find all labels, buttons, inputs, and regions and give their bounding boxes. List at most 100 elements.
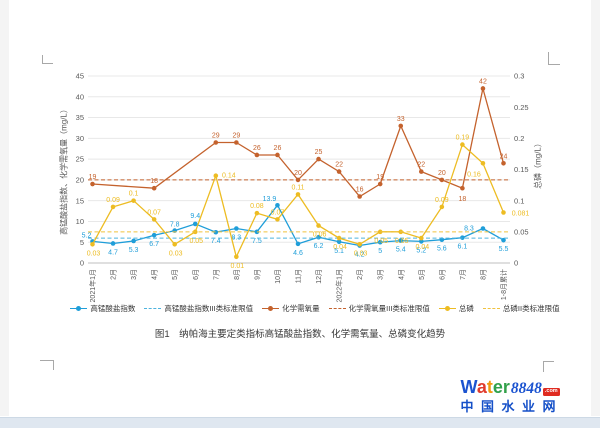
logo-letter: r (502, 377, 510, 397)
legend-label: 总磷 (458, 304, 474, 313)
svg-text:0.05: 0.05 (374, 238, 388, 245)
svg-text:0.03: 0.03 (354, 250, 368, 257)
svg-text:0.09: 0.09 (106, 197, 120, 204)
svg-text:7.4: 7.4 (211, 238, 221, 245)
svg-text:9月: 9月 (253, 269, 261, 280)
svg-text:33: 33 (397, 116, 405, 123)
svg-text:0.01: 0.01 (231, 263, 245, 270)
svg-text:0.04: 0.04 (415, 244, 429, 251)
svg-text:4.6: 4.6 (293, 250, 303, 257)
svg-text:7.8: 7.8 (170, 222, 180, 229)
legend-label: 总磷II类标准限值 (502, 304, 560, 313)
legend-label: 化学需氧量III类标准限值 (348, 304, 430, 313)
svg-text:4月: 4月 (397, 269, 405, 280)
figure-caption: 图1 纳帕海主要定类指标高锰酸盐指数、化学需氧量、总磷变化趋势 (154, 329, 446, 340)
svg-text:0.19: 0.19 (456, 135, 470, 142)
series-line (90, 142, 506, 260)
svg-text:0: 0 (514, 259, 518, 268)
crop-mark-bottom-left (40, 360, 54, 370)
svg-text:8.3: 8.3 (231, 235, 241, 242)
svg-text:24: 24 (500, 153, 508, 160)
svg-text:3月: 3月 (377, 269, 385, 280)
svg-text:40: 40 (76, 92, 84, 101)
legend-item: 高锰酸盐指数 (70, 303, 135, 314)
svg-text:0.09: 0.09 (435, 197, 449, 204)
crop-mark-top-right (548, 52, 560, 65)
svg-text:10月: 10月 (274, 269, 282, 284)
legend-label: 高锰酸盐指数 (90, 304, 136, 313)
logo-8848-text: 8848 (510, 380, 542, 397)
page-bottom-bar (0, 417, 600, 428)
legend-swatch-icon (438, 305, 456, 311)
svg-text:4.2: 4.2 (355, 252, 365, 259)
svg-text:8月: 8月 (233, 269, 241, 280)
svg-text:5.2: 5.2 (82, 232, 92, 239)
svg-text:20: 20 (294, 170, 302, 177)
svg-text:6.1: 6.1 (458, 244, 468, 251)
svg-text:7月: 7月 (212, 269, 220, 280)
svg-text:19: 19 (376, 174, 384, 181)
svg-text:0.1: 0.1 (514, 196, 524, 205)
logo-letter: e (492, 377, 503, 397)
svg-text:0.081: 0.081 (512, 211, 530, 218)
svg-text:13.9: 13.9 (263, 196, 277, 203)
legend-swatch-icon (482, 308, 500, 309)
y-axis-left-title: 高锰酸盐指数、化学需氧量（mg/L） (59, 105, 69, 235)
logo-letter: W (460, 377, 477, 397)
svg-text:29: 29 (232, 132, 240, 139)
svg-text:6.2: 6.2 (314, 243, 324, 250)
svg-text:5.2: 5.2 (416, 247, 426, 254)
crop-mark-bottom-right (543, 361, 554, 372)
svg-text:0.07: 0.07 (147, 209, 161, 216)
svg-text:30: 30 (76, 134, 84, 143)
svg-text:5.4: 5.4 (396, 247, 406, 254)
svg-text:0.03: 0.03 (87, 250, 101, 257)
svg-text:16: 16 (356, 187, 364, 194)
logo-subtitle: 中国水业网 (460, 398, 563, 414)
legend-swatch-icon (70, 305, 88, 311)
logo-letter: t (486, 377, 493, 397)
svg-text:9.4: 9.4 (190, 213, 200, 220)
svg-text:5月: 5月 (171, 269, 179, 280)
logo-wordmark: Water 8848 .com (460, 378, 563, 397)
svg-text:5.1: 5.1 (334, 248, 344, 255)
svg-text:4月: 4月 (151, 269, 159, 280)
svg-text:7月: 7月 (459, 269, 467, 280)
svg-text:6月: 6月 (192, 269, 200, 280)
legend-swatch-icon (262, 305, 280, 311)
x-axis-labels: 2021年1月 2月 3月 4月 5月 6月 7月 8月 9月 10月 11月 12月 2022年1月 2… (88, 269, 508, 302)
series-line (90, 86, 506, 199)
svg-text:4.7: 4.7 (108, 249, 118, 256)
page-right-margin (591, 0, 600, 416)
legend-item: 化学需氧量 (262, 303, 320, 314)
svg-text:25: 25 (76, 155, 84, 164)
svg-text:45: 45 (76, 72, 84, 81)
svg-text:5: 5 (378, 248, 382, 255)
svg-text:10: 10 (76, 217, 84, 226)
svg-text:5.3: 5.3 (129, 247, 139, 254)
svg-text:6月: 6月 (438, 269, 446, 280)
logo-letter: a (476, 377, 487, 397)
svg-text:1-8月累计: 1-8月累计 (499, 269, 508, 300)
svg-text:8月: 8月 (479, 269, 487, 280)
svg-text:26: 26 (253, 145, 261, 152)
svg-text:0.05: 0.05 (514, 227, 529, 236)
water8848-logo[interactable]: Water 8848 .com 中国水业网 (460, 378, 563, 413)
series-line (90, 202, 506, 248)
svg-text:0.11: 0.11 (291, 184, 304, 191)
svg-text:0.2: 0.2 (514, 134, 524, 143)
chart-legend: 高锰酸盐指数 高锰酸盐指数III类标准限值 化学需氧量 化学需氧量III类标准限值 总磷… (60, 303, 570, 314)
svg-text:19: 19 (89, 174, 97, 181)
svg-text:15: 15 (76, 196, 84, 205)
svg-text:20: 20 (438, 170, 446, 177)
svg-text:7.5: 7.5 (252, 238, 262, 245)
svg-text:25: 25 (315, 149, 323, 156)
crop-mark-top-left (42, 55, 53, 64)
y-axis-left-labels: 0 5 10 15 20 25 30 35 40 45 (76, 72, 84, 268)
svg-text:6.7: 6.7 (149, 241, 159, 248)
logo-com-badge: .com (542, 388, 560, 396)
legend-swatch-icon (328, 308, 346, 309)
svg-text:0.06: 0.06 (313, 232, 327, 239)
svg-text:0.14: 0.14 (222, 173, 236, 180)
